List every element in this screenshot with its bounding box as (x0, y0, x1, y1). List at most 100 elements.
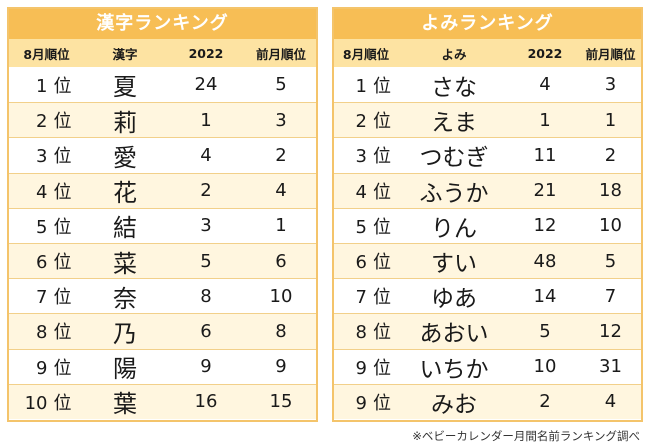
rank-unit: 位 (53, 75, 72, 97)
rank-unit: 位 (373, 111, 391, 133)
rank-unit: 位 (53, 392, 72, 414)
rank-unit: 位 (373, 252, 391, 274)
header-rank: 8月順位 (342, 46, 390, 62)
value-2022-cell: 3 (200, 215, 212, 237)
kanji-ranking-header: 8月順位 漢字 2022 前月順位 (9, 39, 316, 67)
rank-number: 1 (36, 75, 48, 97)
name-cell: えま (431, 110, 477, 137)
value-2022-cell: 11 (533, 144, 557, 166)
table-row: 1 位 さな 4 3 (334, 67, 641, 102)
prev-rank-cell: 3 (604, 74, 617, 96)
header-yomi: よみ (441, 46, 467, 62)
yomi-ranking-rows: 1 位さな 4 3 2 位えま 1 1 3 位つむぎ 11 2 4 位ふうか 21 18 5 位りん 12 10 6 位す… (334, 67, 641, 419)
name-cell: 結 (113, 214, 137, 243)
name-cell: みお (431, 391, 477, 418)
name-cell: つむぎ (419, 145, 489, 172)
rank-number: 9 (355, 392, 367, 414)
name-cell: りん (431, 215, 477, 242)
name-cell: 乃 (113, 319, 137, 348)
rank-unit: 位 (373, 392, 391, 414)
rank-number: 6 (355, 252, 367, 274)
prev-rank-cell: 5 (604, 250, 617, 272)
prev-rank-cell: 1 (275, 215, 287, 237)
header-kanji: 漢字 (112, 46, 138, 62)
name-cell: 愛 (113, 143, 137, 172)
name-cell: 菜 (113, 249, 137, 278)
value-2022-cell: 4 (539, 74, 551, 96)
name-cell: 莉 (113, 108, 137, 137)
value-2022-cell: 10 (533, 356, 557, 378)
name-cell: 夏 (113, 73, 137, 102)
prev-rank-cell: 8 (275, 320, 287, 342)
value-2022-cell: 9 (200, 356, 212, 378)
value-2022-cell: 8 (200, 285, 212, 307)
table-row: 6 位 すい 48 5 (334, 242, 641, 279)
header-2022: 2022 (527, 45, 563, 61)
prev-rank-cell: 1 (604, 109, 617, 131)
prev-rank-cell: 10 (269, 285, 293, 307)
value-2022-cell: 6 (200, 320, 212, 342)
prev-rank-cell: 12 (599, 320, 622, 342)
rank-number: 6 (36, 252, 48, 274)
table-row: 9 位 みお 2 4 (334, 383, 641, 419)
table-row: 3 位つむぎ 11 2 (334, 137, 641, 172)
table-row: 7 位ゆあ 14 7 (334, 278, 641, 313)
prev-rank-cell: 18 (599, 180, 622, 202)
value-2022-cell: 48 (533, 250, 557, 272)
prev-rank-cell: 4 (275, 180, 287, 202)
rank-number: 5 (355, 216, 367, 238)
rank-number: 9 (355, 357, 367, 379)
rank-number: 2 (36, 111, 48, 133)
rank-unit: 位 (53, 322, 72, 344)
name-cell: あおい (419, 321, 489, 348)
rank-unit: 位 (373, 75, 391, 97)
rank-unit: 位 (53, 287, 72, 309)
prev-rank-cell: 6 (275, 250, 287, 272)
prev-rank-cell: 9 (275, 356, 287, 378)
name-cell: ふうか (419, 180, 489, 207)
rank-unit: 位 (373, 146, 391, 168)
rank-unit: 位 (373, 287, 391, 309)
prev-rank-cell: 5 (275, 74, 287, 96)
name-cell: さな (431, 74, 477, 101)
value-2022-cell: 14 (533, 285, 557, 307)
yomi-ranking-header: 8月順位 よみ 2022 前月順位 (334, 39, 641, 67)
value-2022-cell: 5 (200, 250, 212, 272)
prev-rank-cell: 2 (604, 144, 617, 166)
rank-number: 8 (355, 322, 367, 344)
rank-number: 7 (355, 287, 367, 309)
table-row: 4 位ふうか 21 18 (334, 172, 641, 208)
rank-number: 5 (36, 216, 48, 238)
name-cell: いちか (419, 356, 489, 383)
rank-cell: 10 位 (9, 389, 84, 415)
header-prev-rank: 前月順位 (585, 46, 636, 62)
kanji-ranking-table: 漢字ランキング 8月順位 漢字 2022 前月順位 1 位夏 24 5 2 位莉 1 3 3 位愛… (7, 7, 318, 422)
kanji-ranking-title: 漢字ランキング (9, 9, 316, 39)
value-2022-cell: 24 (194, 74, 218, 96)
prev-rank-cell: 15 (269, 391, 293, 413)
table-row: 5 位 りん 12 10 (334, 207, 641, 243)
rank-number: 7 (36, 287, 48, 309)
rank-unit: 位 (373, 216, 391, 238)
table-row: 8 位あおい 5 12 (334, 313, 641, 349)
value-2022-cell: 2 (200, 180, 212, 202)
rank-unit: 位 (53, 111, 72, 133)
value-2022-cell: 1 (200, 109, 212, 131)
rank-unit: 位 (53, 181, 72, 203)
header-rank: 8月順位 (23, 46, 70, 62)
prev-rank-cell: 3 (275, 109, 287, 131)
